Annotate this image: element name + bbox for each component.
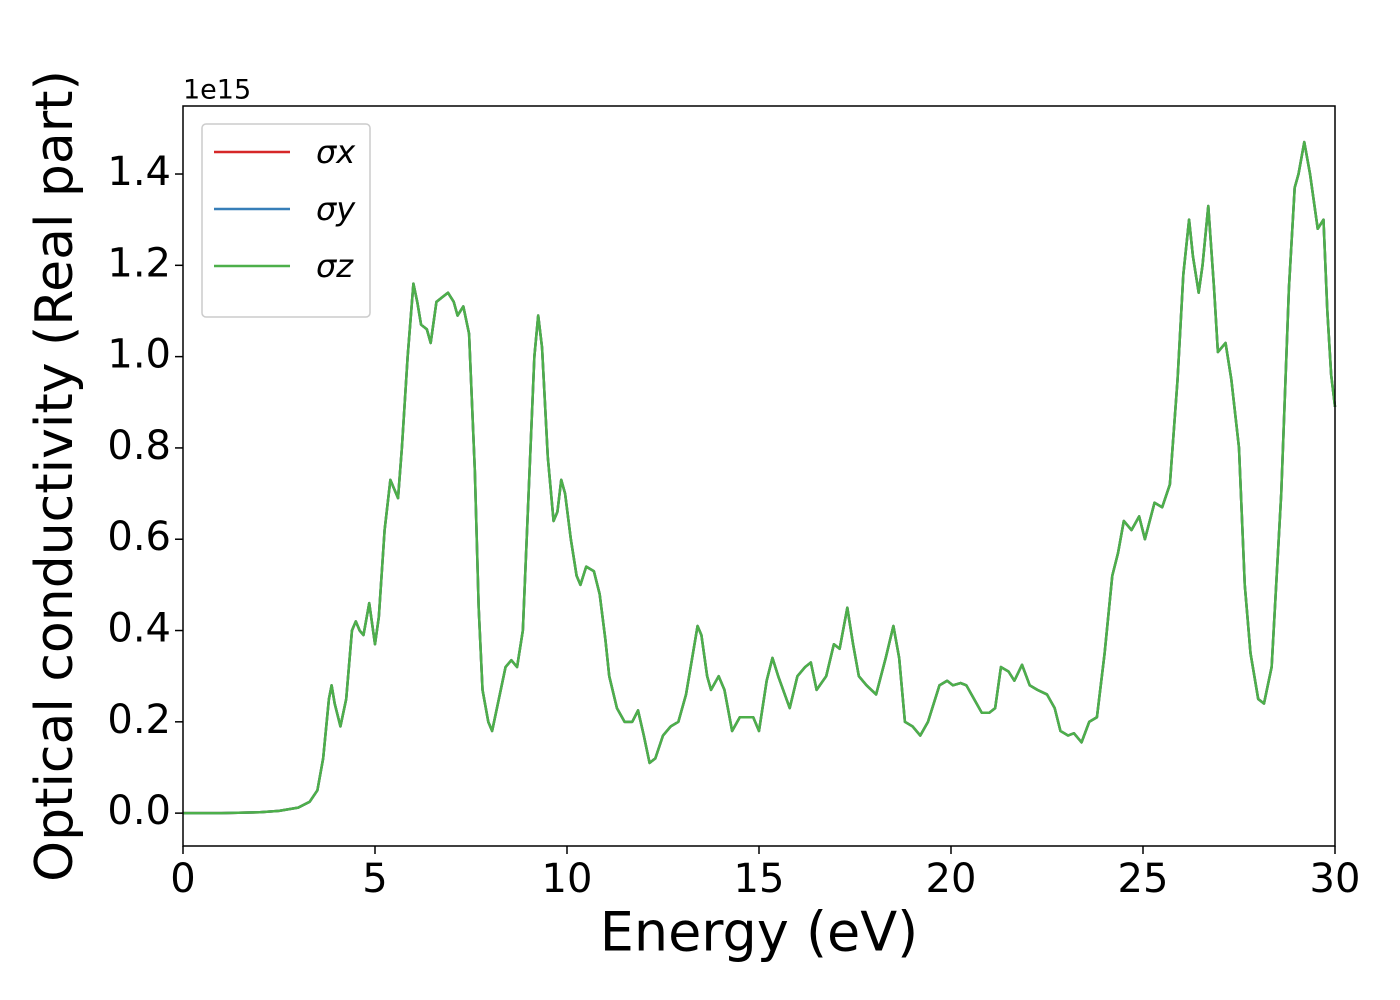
x-tick-label: 0 — [170, 856, 195, 902]
x-tick-label: 30 — [1310, 856, 1361, 902]
x-tick-label: 10 — [542, 856, 593, 902]
x-axis-label: Energy (eV) — [600, 901, 919, 964]
series-line — [183, 140, 1337, 815]
y-tick-label: 1.2 — [107, 240, 171, 286]
x-tick-label: 25 — [1118, 856, 1169, 902]
y-axis-label: Optical conductivity (Real part) — [25, 70, 85, 882]
legend-box — [201, 123, 371, 318]
legend-label: σx — [316, 133, 356, 171]
legend-label: σy — [316, 190, 356, 228]
y-tick-label: 0.2 — [107, 697, 171, 743]
y-tick-label: 0.8 — [107, 423, 171, 469]
y-tick-label: 0.6 — [107, 514, 171, 560]
y-tick-label: 1.0 — [107, 332, 171, 378]
x-tick-label: 15 — [734, 856, 785, 902]
x-tick-label: 5 — [362, 856, 387, 902]
y-offset-label: 1e15 — [183, 75, 251, 106]
y-tick-label: 1.4 — [107, 149, 171, 195]
x-tick-label: 20 — [926, 856, 977, 902]
plot-frame — [182, 105, 1336, 847]
y-tick-label: 0.4 — [107, 606, 171, 652]
y-tick-label: 0.0 — [107, 788, 171, 834]
legend-label: σz — [316, 247, 354, 285]
